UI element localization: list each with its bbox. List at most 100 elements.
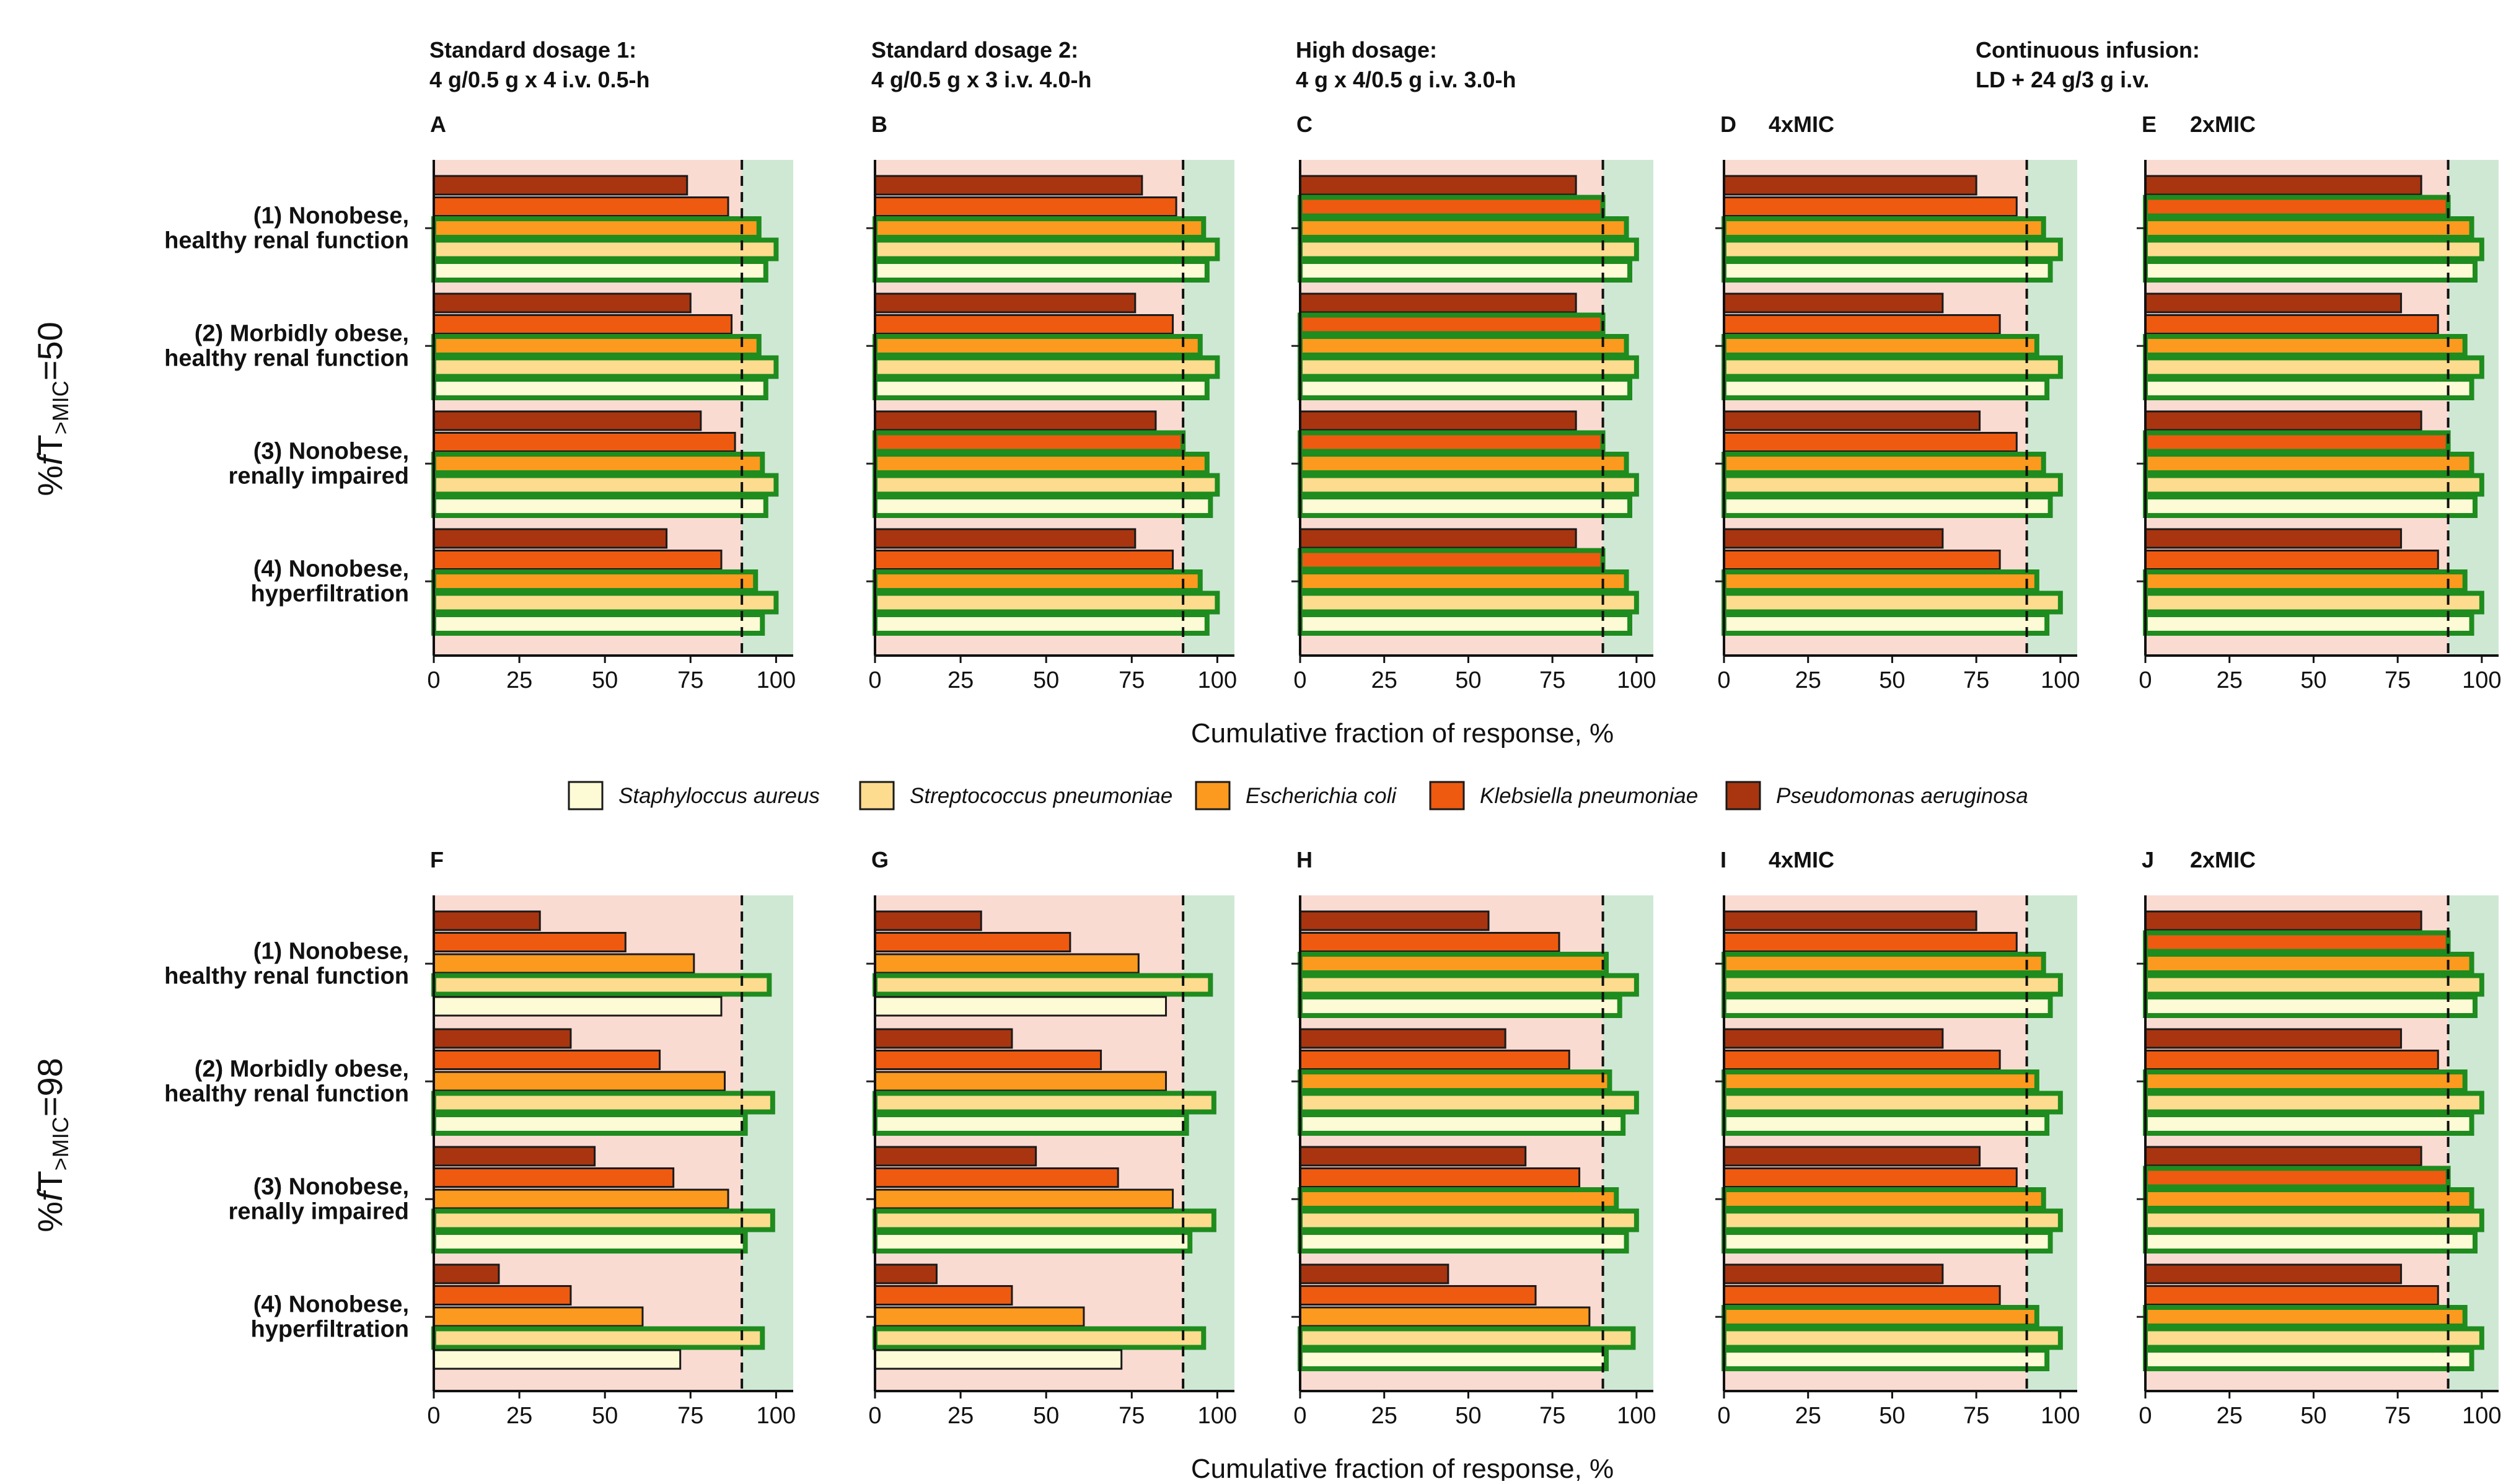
x-tick-label: 75 (1119, 1403, 1145, 1429)
bar (433, 1306, 644, 1327)
bar (2143, 377, 2474, 400)
bar (433, 196, 729, 217)
bar (431, 377, 768, 400)
x-tick-label: 75 (1119, 667, 1145, 693)
bar (2143, 1208, 2484, 1232)
bar (873, 452, 1210, 475)
bar (1722, 377, 2050, 400)
scenario-condition: healthy renal function (164, 963, 409, 989)
bar (873, 1208, 1216, 1232)
scenario-name: (1) Nonobese, (253, 203, 409, 229)
bar (1299, 528, 1577, 549)
bar (1299, 910, 1490, 931)
bar (1298, 548, 1606, 572)
bar (431, 1208, 775, 1232)
panel-subtitle: 2xMIC (2190, 847, 2256, 872)
bar (433, 292, 692, 314)
bar (1298, 1326, 1636, 1350)
x-tick-label: 25 (1371, 1403, 1397, 1429)
scenario-label: (2) Morbidly obese,healthy renal functio… (164, 320, 409, 371)
row-label-part: >MIC (48, 380, 73, 434)
bar (431, 259, 768, 283)
bar (874, 1028, 1013, 1049)
panel-letter: A (430, 112, 446, 137)
x-tick-label: 100 (2462, 667, 2501, 693)
bar (1298, 1187, 1619, 1211)
bar (433, 1285, 572, 1306)
bar (1723, 528, 1944, 549)
x-tick-label: 0 (868, 1403, 881, 1429)
scenario-label: (4) Nonobese,hyperfiltration (251, 556, 409, 607)
x-tick-label: 50 (2300, 1403, 2326, 1429)
x-tick-label: 0 (427, 667, 440, 693)
bar (2143, 1326, 2484, 1350)
bar (1722, 952, 2046, 975)
bar (1722, 1348, 2050, 1371)
bar (1299, 1146, 1527, 1167)
bar (1723, 1167, 2018, 1188)
x-tick-label: 100 (2462, 1403, 2501, 1429)
bar (874, 1349, 1123, 1370)
bar (1298, 494, 1632, 518)
bar (2144, 1146, 2422, 1167)
legend-swatch (1195, 781, 1231, 810)
column-header: High dosage: 4 g x 4/0.5 g i.v. 3.0-h (1296, 37, 1516, 92)
bar (2143, 494, 2478, 518)
bar (1298, 355, 1639, 379)
column-header-title: Continuous infusion: (1976, 37, 2200, 63)
x-tick-label: 50 (1879, 1403, 1905, 1429)
bar (1722, 473, 2063, 497)
x-tick-label: 0 (868, 667, 881, 693)
bar (2143, 1305, 2468, 1328)
bar (1298, 994, 1622, 1018)
bar (1722, 1112, 2050, 1136)
legend-item: Streptococcus pneumoniae (859, 781, 1172, 810)
bar (874, 175, 1143, 196)
x-tick-label: 25 (948, 1403, 974, 1429)
bar (1723, 550, 2001, 570)
row-label: %fT>MIC=98 (30, 1058, 73, 1232)
bar (874, 196, 1177, 217)
bar (431, 334, 762, 358)
legend-label: Escherichia coli (1246, 784, 1397, 808)
row-label-part: =50 (30, 322, 69, 380)
panel-letter: F (430, 847, 444, 872)
column-header-title: High dosage: (1296, 37, 1437, 63)
x-axis-title: Cumulative fraction of response, % (1191, 1454, 1614, 1481)
bar (1298, 377, 1632, 400)
bar (1722, 216, 2046, 240)
bar (874, 314, 1174, 335)
scenario-label: (2) Morbidly obese,healthy renal functio… (164, 1056, 409, 1107)
bar (2143, 1230, 2478, 1253)
bar (431, 494, 768, 518)
bar (431, 355, 779, 379)
bar (1722, 1230, 2053, 1253)
bar (1722, 237, 2063, 261)
bar (433, 1146, 596, 1167)
bar (431, 1230, 748, 1253)
row-label-part: % (30, 1201, 69, 1232)
bar (2143, 1091, 2484, 1115)
panel-g: G 0 25 50 75 100 (866, 847, 1237, 1429)
bar (1723, 196, 2018, 217)
bar (1298, 591, 1639, 615)
bar (1723, 910, 1977, 931)
bar (433, 314, 733, 335)
bar (431, 237, 779, 261)
bar (433, 1071, 726, 1092)
bar (1723, 410, 1981, 431)
legend-item: Pseudomonas aeruginosa (1725, 781, 2028, 810)
column-header-regimen: LD + 24 g/3 g i.v. (1976, 67, 2149, 92)
legend-swatch (568, 781, 604, 810)
bar (2143, 569, 2468, 593)
x-tick-label: 75 (677, 667, 703, 693)
bar (874, 932, 1071, 952)
bar (1299, 1285, 1537, 1306)
bar (874, 996, 1168, 1017)
x-tick-label: 100 (1617, 1403, 1656, 1429)
bar (1298, 259, 1632, 283)
bar (874, 1263, 938, 1284)
legend-label: Klebsiella pneumoniae (1480, 784, 1698, 808)
bar (2143, 952, 2474, 975)
bar (431, 612, 765, 636)
